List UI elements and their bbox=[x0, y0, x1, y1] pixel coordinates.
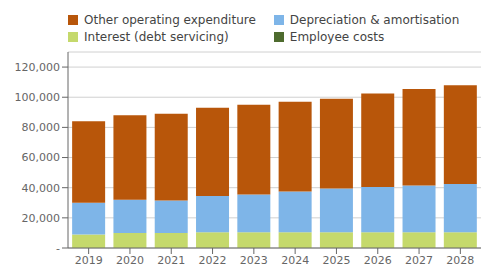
svg-text:2022: 2022 bbox=[199, 254, 227, 267]
svg-text:2024: 2024 bbox=[281, 254, 309, 267]
html-text:Other operating expenditure: Other operating expenditure bbox=[84, 13, 256, 27]
html-text:Depreciation & amortisation: Depreciation & amortisation bbox=[289, 13, 460, 27]
svg-text:2026: 2026 bbox=[364, 254, 392, 267]
svg-text:2025: 2025 bbox=[322, 254, 350, 267]
svg-text:20,000: 20,000 bbox=[22, 212, 61, 225]
svg-text:2021: 2021 bbox=[157, 254, 185, 267]
html-text:Employee costs: Employee costs bbox=[289, 30, 385, 44]
svg-text:80,000: 80,000 bbox=[22, 121, 61, 134]
svg-text:60,000: 60,000 bbox=[22, 151, 61, 164]
svg-text:-: - bbox=[56, 242, 60, 255]
svg-text:120,000: 120,000 bbox=[15, 61, 61, 74]
svg-text:2020: 2020 bbox=[116, 254, 144, 267]
svg-text:40,000: 40,000 bbox=[22, 182, 61, 195]
svg-text:100,000: 100,000 bbox=[15, 91, 61, 104]
svg-text:2023: 2023 bbox=[240, 254, 268, 267]
svg-text:2019: 2019 bbox=[75, 254, 103, 267]
svg-text:2027: 2027 bbox=[405, 254, 433, 267]
svg-text:2028: 2028 bbox=[446, 254, 474, 267]
html-text:Interest (debt servicing): Interest (debt servicing) bbox=[84, 30, 229, 44]
